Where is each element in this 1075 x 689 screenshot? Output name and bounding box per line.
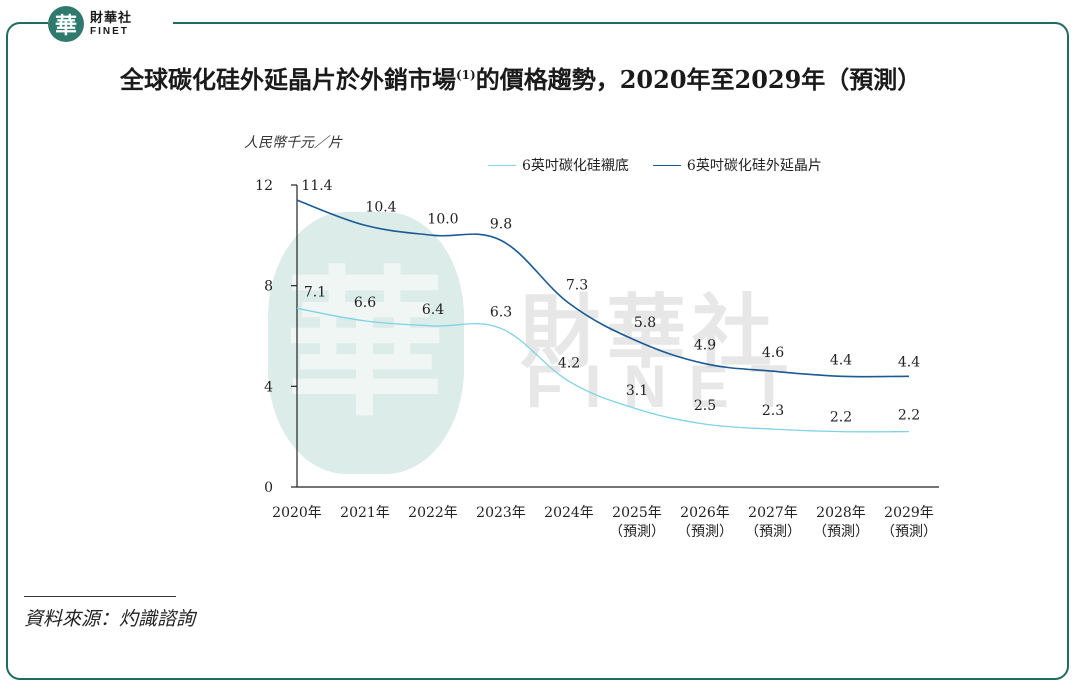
legend-label-epitaxial: 6英吋碳化硅外延晶片 [686, 158, 822, 174]
data-label-substrate: 7.1 [304, 284, 326, 300]
data-label-substrate: 6.3 [490, 304, 512, 320]
x-tick-label-forecast: （預測） [881, 524, 937, 540]
x-tick-label: 2022年 [408, 505, 458, 521]
legend-swatch-epitaxial [652, 164, 681, 166]
series-line-epitaxial [296, 199, 910, 378]
data-label-epitaxial: 9.8 [490, 216, 512, 232]
y-tick-label: 8 [264, 279, 273, 295]
x-tick-label-forecast: （預測） [677, 524, 733, 540]
chart-title: 全球碳化硅外延晶片於外銷市場(1)的價格趨勢，2020年至2029年（預測） [120, 60, 1060, 95]
y-axis-label: 人民幣千元／片 [244, 135, 342, 151]
legend-label-substrate: 6英吋碳化硅襯底 [522, 158, 629, 174]
brand-name-cn: 財華社 [90, 10, 133, 26]
watermark-cn: 財華社 [520, 286, 778, 379]
data-label-epitaxial: 7.3 [566, 277, 588, 293]
watermark-badge [268, 212, 464, 474]
brand-logo: 華 財華社 FINET [48, 2, 173, 46]
chart-title-footnote: (1) [456, 68, 476, 82]
x-tick-label: 2021年 [340, 505, 390, 521]
legend-item-substrate: 6英吋碳化硅襯底 [488, 155, 629, 175]
data-label-substrate: 2.3 [762, 403, 784, 419]
x-tick-label-forecast: （預測） [745, 524, 801, 540]
chart-title-rest: 的價格趨勢，2020年至2029年（預測） [475, 65, 922, 94]
watermark-char: 華 [285, 250, 446, 438]
brand-name: 財華社 FINET [90, 12, 132, 37]
x-tick-label: 2026年 [680, 505, 730, 521]
series-line-substrate [296, 307, 910, 433]
data-label-epitaxial: 4.4 [898, 354, 920, 370]
watermark-en: FINET [526, 353, 810, 420]
y-tick-label: 0 [264, 480, 273, 496]
data-label-substrate: 2.2 [898, 408, 920, 424]
x-tick-label: 2025年 [612, 505, 662, 521]
x-tick-label: 2024年 [544, 505, 594, 521]
x-tick-label: 2023年 [476, 505, 526, 521]
data-label-epitaxial: 10.4 [365, 199, 396, 215]
x-tick-label-forecast: （預測） [609, 524, 665, 540]
source-note: 資料來源：灼識諮詢 [24, 608, 196, 630]
card-frame [6, 22, 1069, 680]
source-divider [24, 596, 176, 597]
data-label-substrate: 6.4 [422, 302, 444, 318]
data-label-epitaxial: 5.8 [634, 315, 656, 331]
data-label-epitaxial: 11.4 [301, 178, 332, 194]
data-label-epitaxial: 4.9 [694, 338, 716, 354]
data-label-substrate: 6.6 [354, 295, 376, 311]
data-label-epitaxial: 10.0 [427, 211, 458, 227]
x-tick-label-forecast: （預測） [813, 524, 869, 540]
data-label-substrate: 2.5 [694, 398, 716, 414]
legend-swatch-substrate [488, 164, 516, 166]
y-tick-label: 4 [264, 379, 273, 395]
data-label-epitaxial: 4.6 [762, 345, 784, 361]
y-tick-label: 12 [255, 178, 273, 194]
x-tick-label: 2027年 [748, 505, 798, 521]
data-label-epitaxial: 4.4 [830, 352, 852, 368]
legend-item-epitaxial: 6英吋碳化硅外延晶片 [652, 155, 822, 175]
x-tick-label: 2020年 [272, 505, 322, 521]
x-tick-label: 2028年 [816, 505, 866, 521]
data-label-substrate: 4.2 [558, 355, 580, 371]
chart-title-main: 全球碳化硅外延晶片於外銷市場 [120, 65, 456, 94]
chart-legend: 6英吋碳化硅襯底 6英吋碳化硅外延晶片 [488, 155, 822, 175]
x-tick-label: 2029年 [884, 505, 934, 521]
data-label-substrate: 2.2 [830, 410, 852, 426]
data-label-substrate: 3.1 [626, 383, 648, 399]
brand-badge-icon: 華 [48, 6, 84, 42]
brand-name-en: FINET [90, 25, 129, 37]
